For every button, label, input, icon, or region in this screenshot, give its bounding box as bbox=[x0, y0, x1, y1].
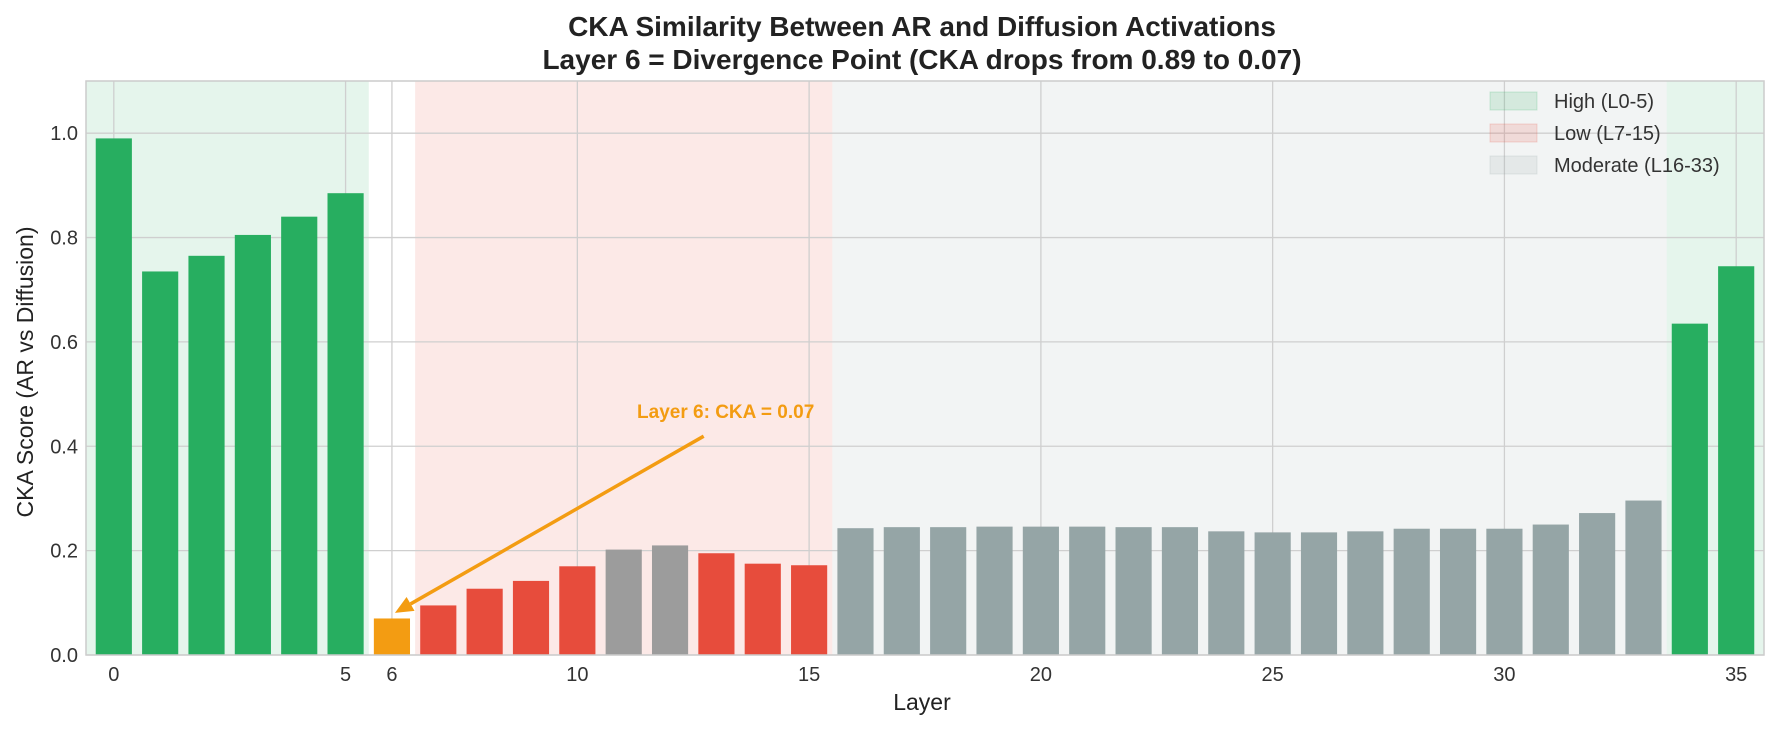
legend-label-0: High (L0-5) bbox=[1554, 91, 1654, 113]
shaded-regions bbox=[86, 81, 1764, 655]
bar-layer-13 bbox=[698, 553, 735, 655]
bar-layer-35 bbox=[1718, 266, 1755, 655]
x-tick-label-0: 0 bbox=[108, 664, 119, 686]
bar-layer-28 bbox=[1393, 528, 1430, 655]
bar-layer-12 bbox=[651, 545, 689, 655]
y-tick-label-0: 0.0 bbox=[50, 645, 78, 667]
bar-layer-9 bbox=[512, 580, 550, 655]
x-tick-label-20: 20 bbox=[1030, 664, 1052, 686]
bar-layer-5 bbox=[327, 193, 364, 655]
legend-swatch-1 bbox=[1489, 123, 1538, 143]
legend-swatch-2 bbox=[1489, 155, 1538, 175]
bar-layer-29 bbox=[1439, 528, 1477, 655]
x-axis-label: Layer bbox=[893, 689, 951, 715]
bar-layer-17 bbox=[883, 527, 920, 655]
bar-layer-21 bbox=[1069, 526, 1106, 655]
bar-layer-34 bbox=[1671, 323, 1708, 655]
annotation-label: Layer 6: CKA = 0.07 bbox=[637, 402, 814, 423]
bar-layer-11 bbox=[605, 549, 642, 655]
bar-layer-26 bbox=[1300, 532, 1338, 655]
y-tick-label-4: 0.8 bbox=[50, 228, 78, 250]
bar-layer-33 bbox=[1625, 500, 1662, 655]
bar-layer-22 bbox=[1115, 527, 1152, 655]
annotation-group: Layer 6: CKA = 0.07 bbox=[394, 402, 814, 613]
x-tick-labels: 0 5 6 10 15 20 25 30 35 bbox=[108, 664, 1747, 686]
legend: High (L0-5) Low (L7-15) Moderate (L16-33) bbox=[1489, 91, 1720, 177]
bar-layer-19 bbox=[976, 526, 1013, 655]
bar-layer-2 bbox=[188, 255, 225, 656]
bars-group bbox=[95, 138, 1755, 656]
chart-title-line-2: Layer 6 = Divergence Point (CKA drops fr… bbox=[542, 44, 1301, 75]
bar-layer-1 bbox=[142, 271, 179, 655]
bar-layer-7 bbox=[420, 605, 457, 655]
x-tick-label-35: 35 bbox=[1725, 664, 1747, 686]
bar-layer-20 bbox=[1022, 526, 1059, 655]
shaded-region-0 bbox=[86, 81, 369, 655]
bar-layer-0 bbox=[95, 138, 132, 655]
bar-layer-16 bbox=[837, 528, 874, 655]
legend-label-1: Low (L7-15) bbox=[1554, 123, 1661, 145]
bar-layer-8 bbox=[466, 588, 503, 655]
bar-layer-4 bbox=[281, 216, 318, 655]
y-axis-label: CKA Score (AR vs Diffusion) bbox=[12, 226, 38, 517]
bar-layer-15 bbox=[791, 565, 828, 655]
bar-layer-14 bbox=[744, 563, 781, 655]
bar-layer-30 bbox=[1486, 528, 1523, 655]
bar-layer-3 bbox=[234, 234, 271, 655]
y-tick-label-1: 0.2 bbox=[50, 541, 78, 563]
x-tick-label-15: 15 bbox=[798, 664, 820, 686]
bar-layer-25 bbox=[1254, 532, 1291, 655]
legend-label-2: Moderate (L16-33) bbox=[1554, 155, 1720, 177]
bar-layer-27 bbox=[1347, 531, 1384, 655]
bar-layer-31 bbox=[1532, 524, 1569, 655]
x-tick-label-6: 6 bbox=[386, 664, 397, 686]
annotation-arrow-line bbox=[409, 434, 705, 606]
legend-swatch-0 bbox=[1489, 91, 1538, 111]
x-tick-label-30: 30 bbox=[1493, 664, 1515, 686]
x-tick-label-25: 25 bbox=[1262, 664, 1284, 686]
bar-layer-10 bbox=[559, 566, 596, 655]
bar-layer-18 bbox=[930, 527, 967, 655]
bar-layer-23 bbox=[1161, 527, 1199, 655]
shaded-region-2 bbox=[832, 81, 1667, 655]
y-tick-label-2: 0.4 bbox=[50, 436, 78, 458]
x-tick-label-5: 5 bbox=[340, 664, 351, 686]
y-tick-label-3: 0.6 bbox=[50, 332, 78, 354]
y-tick-labels: 0.0 0.2 0.4 0.6 0.8 1.0 bbox=[50, 123, 78, 667]
x-tick-label-10: 10 bbox=[566, 664, 588, 686]
y-tick-label-5: 1.0 bbox=[50, 123, 78, 145]
chart-title-line-1: CKA Similarity Between AR and Diffusion … bbox=[568, 11, 1276, 42]
bar-layer-32 bbox=[1579, 513, 1616, 655]
plot-frame bbox=[85, 80, 1765, 656]
bar-layer-24 bbox=[1208, 531, 1245, 655]
bar-layer-6 bbox=[373, 618, 411, 655]
annotation-arrow-head bbox=[394, 596, 415, 613]
